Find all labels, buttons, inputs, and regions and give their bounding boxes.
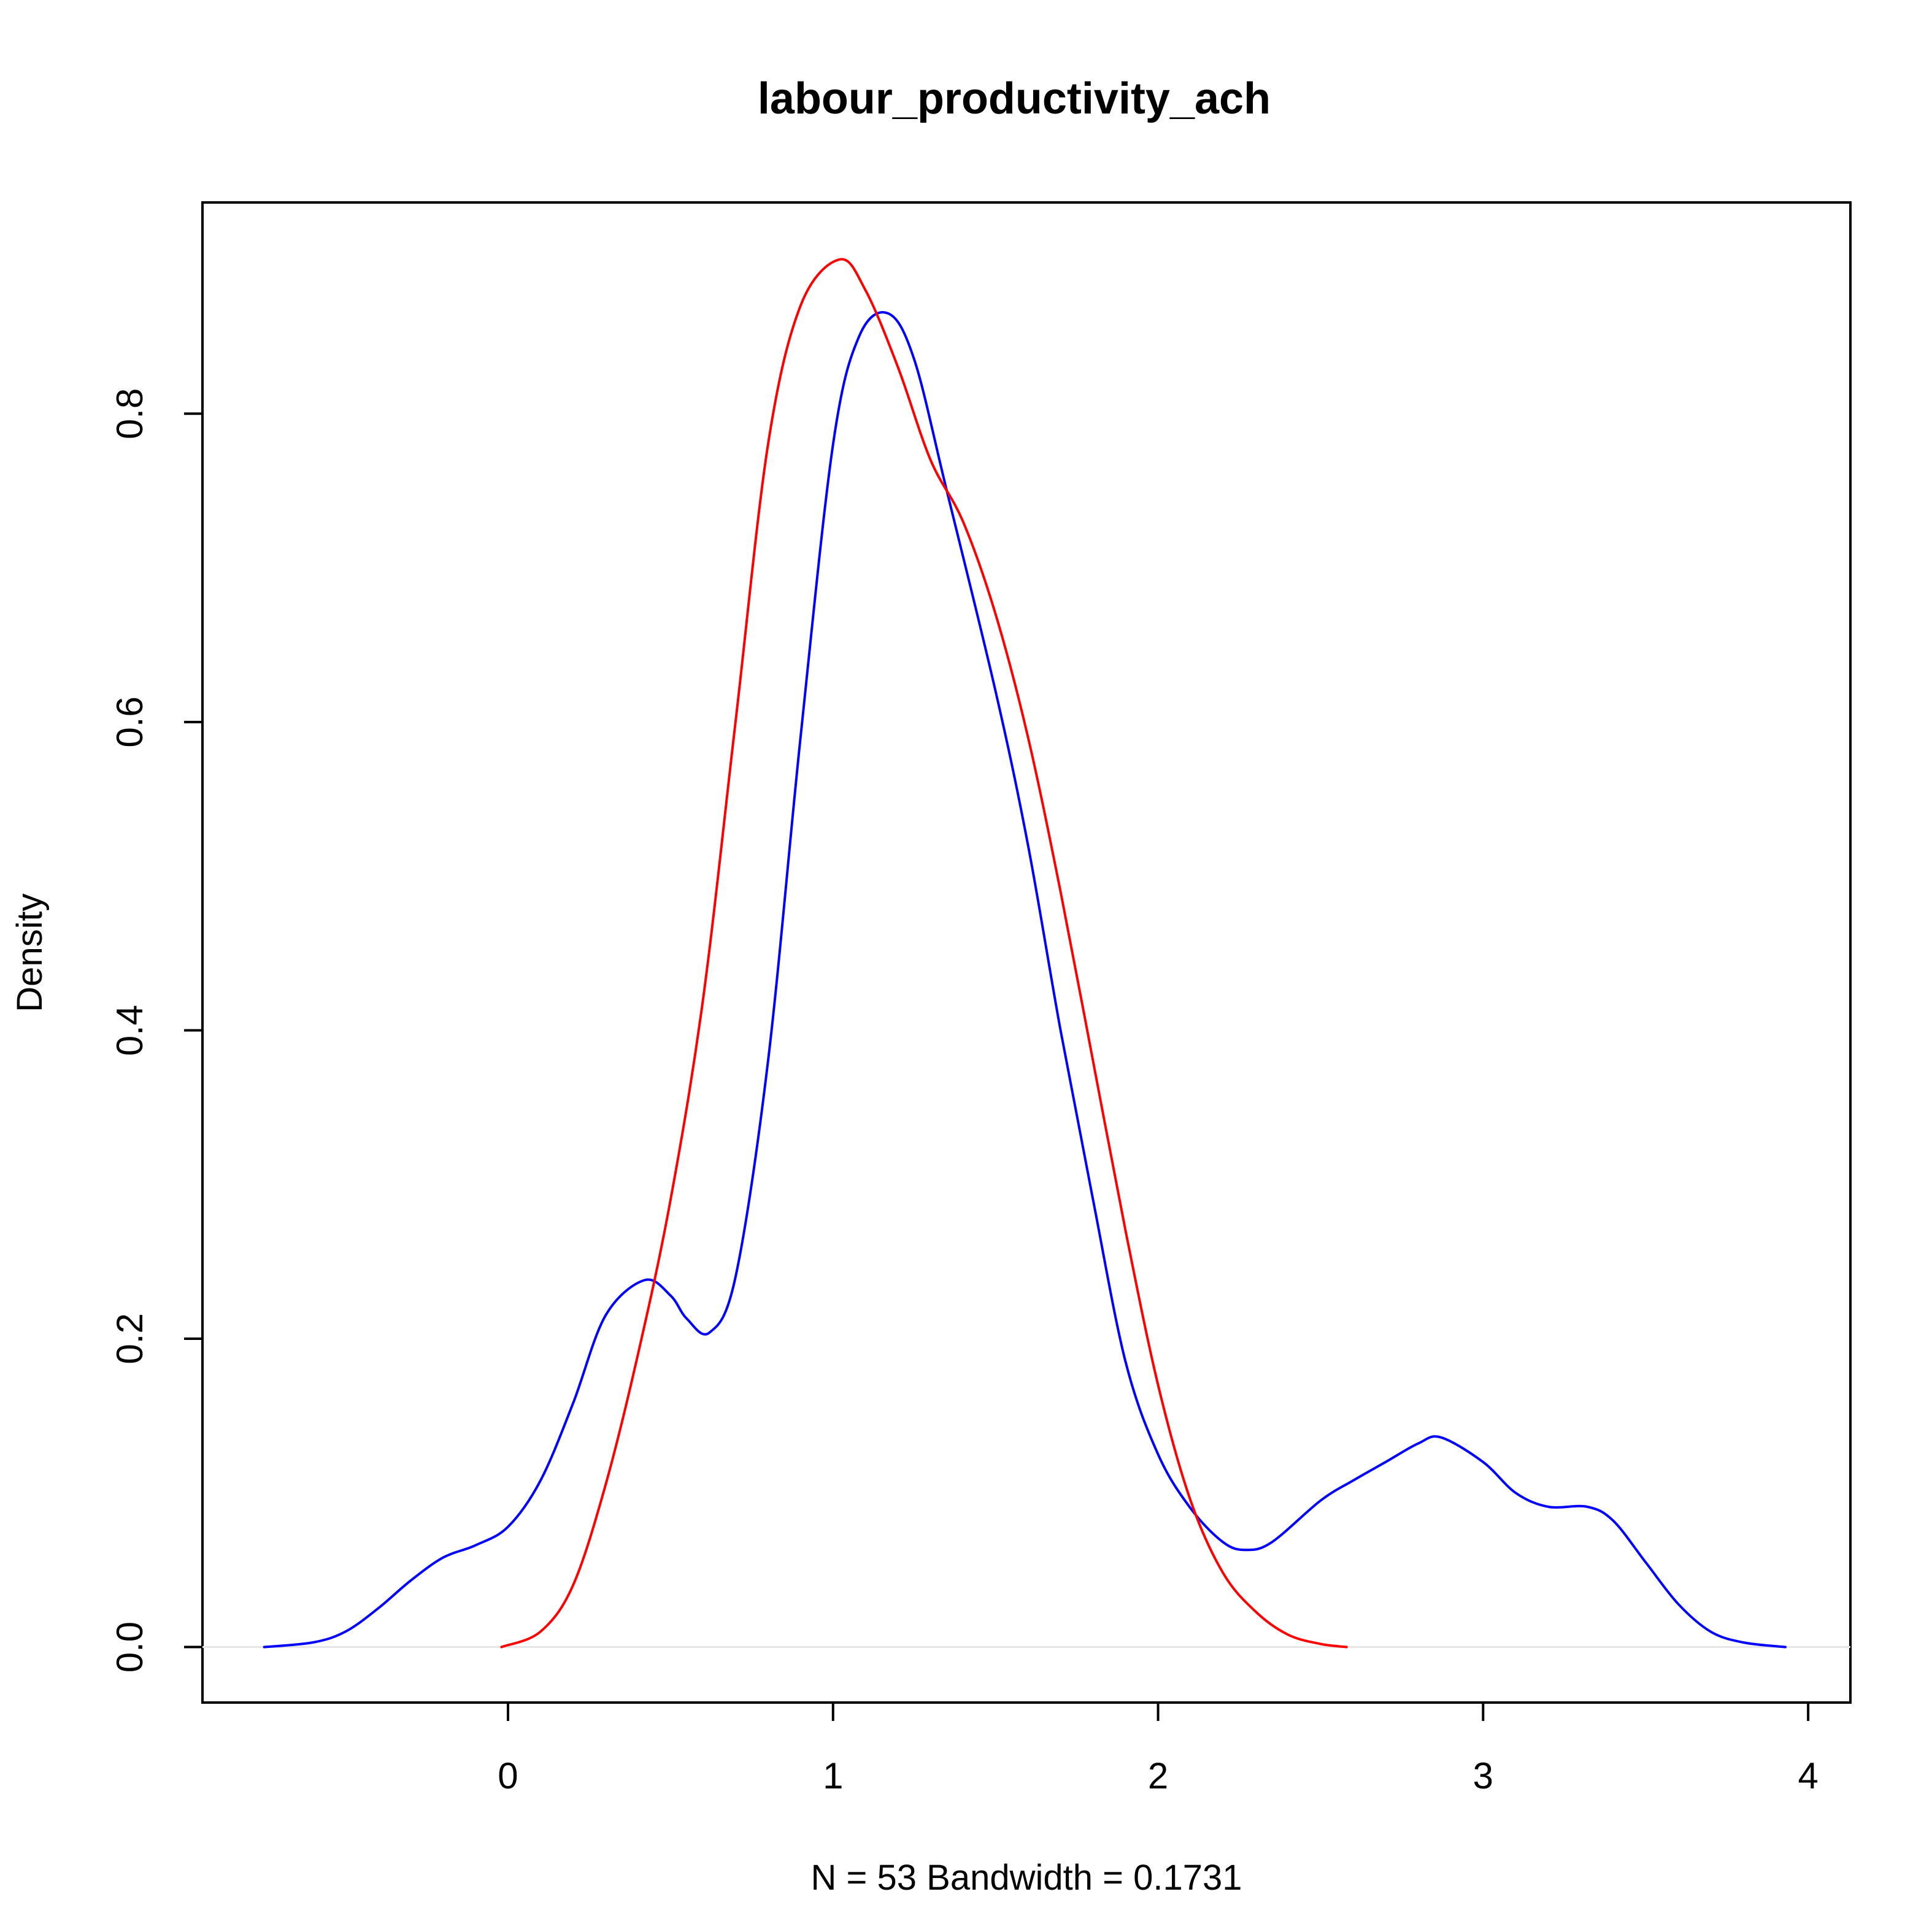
plot-area — [202, 258, 1850, 1649]
x-tick-label: 2 — [1148, 1755, 1168, 1796]
y-tick-label: 0.6 — [109, 696, 150, 747]
y-tick-label: 0.4 — [109, 1005, 150, 1056]
x-axis: 0 1 2 3 4 — [498, 1701, 1818, 1796]
density-curve-2 — [500, 258, 1348, 1649]
y-tick-label: 0.2 — [109, 1313, 150, 1364]
x-tick-label: 3 — [1473, 1755, 1493, 1796]
y-axis-label: Density — [10, 893, 50, 1012]
x-tick-label: 1 — [823, 1755, 843, 1796]
y-tick-label: 0.0 — [109, 1622, 150, 1672]
x-tick-label: 0 — [498, 1755, 518, 1796]
chart-title: labour_productivity_ach — [758, 74, 1271, 123]
x-tick-label: 4 — [1798, 1755, 1818, 1796]
density-curve-1 — [263, 311, 1787, 1649]
y-tick-label: 0.8 — [109, 388, 150, 439]
y-axis: 0.0 0.2 0.4 0.6 0.8 — [109, 388, 204, 1672]
x-axis-label: N = 53 Bandwidth = 0.1731 — [811, 1858, 1242, 1898]
